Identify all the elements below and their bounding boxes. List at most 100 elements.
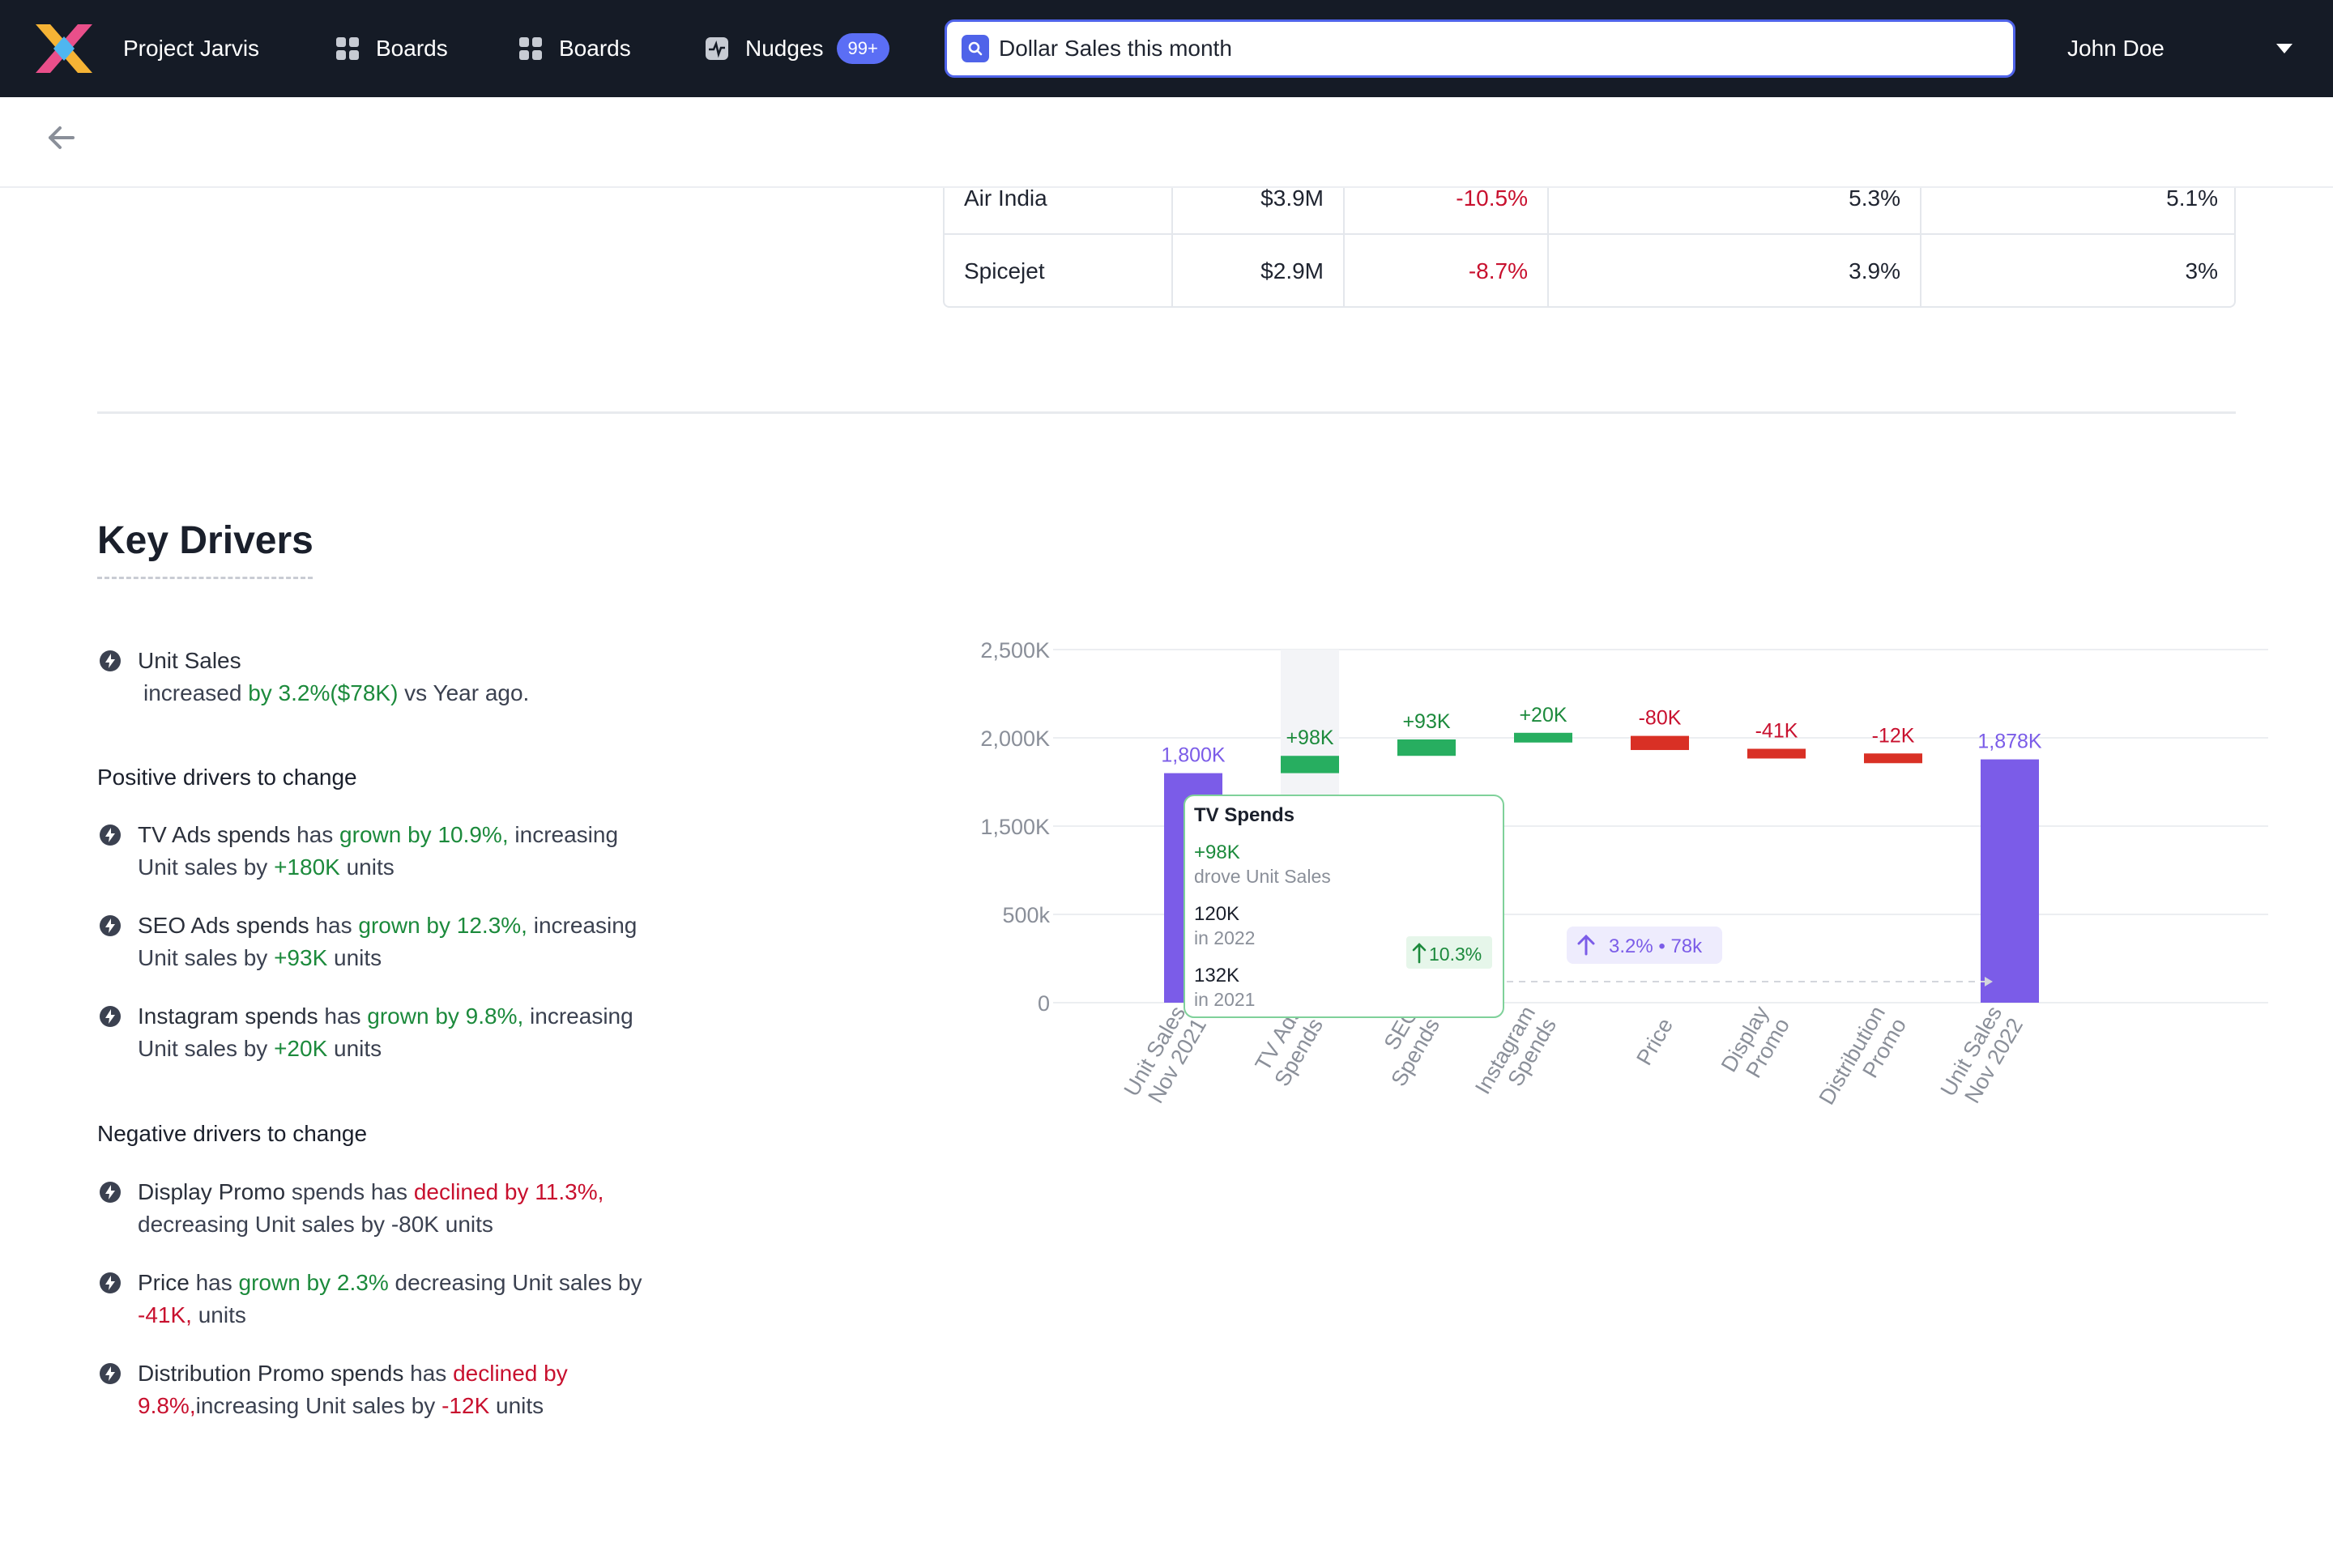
driver-name: Price bbox=[138, 1270, 190, 1295]
arrow-up-icon bbox=[1412, 943, 1427, 964]
driver-effect-text: increasing Unit sales by bbox=[195, 1393, 442, 1418]
sub-header bbox=[0, 97, 2333, 188]
driver-effect: decreasing Unit sales by bbox=[388, 1270, 642, 1295]
bar bbox=[1397, 739, 1456, 756]
lightning-icon bbox=[100, 1272, 121, 1293]
airline-sales-table: Air India $3.9M -10.5% 5.3% 5.1% Spiceje… bbox=[943, 162, 2236, 308]
nav-nudges-label: Nudges bbox=[745, 36, 824, 61]
y-tick-label: 500k bbox=[1002, 903, 1050, 927]
driver-effect-text: Unit sales by bbox=[138, 1036, 275, 1061]
top-navigation-bar: Project Jarvis Boards Boards Nudges 99+ bbox=[0, 0, 2333, 97]
bar bbox=[1981, 759, 2039, 1003]
negative-driver-line-1: Display Promo spends has declined by 11.… bbox=[138, 1176, 604, 1208]
negative-driver-line-1: Distribution Promo spends has declined b… bbox=[138, 1357, 568, 1390]
table-row[interactable]: Spicejet $2.9M -8.7% 3.9% 3% bbox=[945, 235, 2234, 306]
driver-verb: spends has bbox=[285, 1179, 414, 1204]
bar-value-label: +20K bbox=[1519, 704, 1567, 726]
driver-change: grown by 2.3% bbox=[238, 1270, 389, 1295]
search-input[interactable] bbox=[999, 36, 1971, 62]
driver-unit: units bbox=[191, 1302, 246, 1327]
user-name-label: John Doe bbox=[2067, 36, 2165, 61]
tooltip-pct-badge bbox=[1406, 936, 1492, 969]
driver-verb: has bbox=[189, 1270, 239, 1295]
driver-name: SEO Ads spends bbox=[138, 913, 309, 938]
driver-impact: +180K bbox=[274, 854, 340, 880]
waterfall-chart: 2,500K 2,000K 1,500K 500k 0 1,800K Unit SalesN… bbox=[980, 638, 2268, 1109]
lightning-icon bbox=[100, 915, 121, 936]
driver-change: declined by 11.3%, bbox=[413, 1179, 604, 1204]
driver-impact: -12K bbox=[441, 1393, 490, 1418]
positive-driver-line-2: Unit sales by +180K units bbox=[138, 851, 395, 884]
driver-change: declined by bbox=[453, 1361, 568, 1386]
y-tick-label: 1,500K bbox=[980, 815, 1050, 839]
table-row[interactable]: Air India $3.9M -10.5% 5.3% 5.1% bbox=[945, 162, 2234, 235]
negative-driver-line-2: -41K, units bbox=[138, 1299, 246, 1332]
tooltip-pct: 10.3% bbox=[1429, 944, 1482, 965]
positive-driver-line-1: TV Ads spends has grown by 10.9%, increa… bbox=[138, 819, 618, 851]
pulse-icon bbox=[706, 37, 728, 60]
lightning-icon bbox=[100, 1363, 121, 1384]
project-name[interactable]: Project Jarvis bbox=[123, 0, 259, 97]
bar-value-label: +93K bbox=[1402, 710, 1450, 733]
summary-post: vs Year ago. bbox=[398, 680, 530, 705]
lightning-icon bbox=[100, 824, 121, 846]
grid-icon bbox=[336, 37, 359, 60]
search-icon bbox=[962, 35, 989, 62]
user-menu[interactable]: John Doe bbox=[2067, 0, 2165, 97]
caret-down-icon[interactable] bbox=[2275, 42, 2294, 55]
title-underline bbox=[97, 577, 313, 579]
cell-share-b: 5.1% bbox=[2166, 185, 2218, 211]
bar-value-label: -80K bbox=[1639, 707, 1682, 730]
summary-line: increased by 3.2%($78K) vs Year ago. bbox=[143, 677, 529, 709]
summary-pill-text: 3.2% • 78k bbox=[1609, 935, 1703, 957]
summary-pre: increased bbox=[143, 680, 249, 705]
tooltip-value-2022: 120K bbox=[1194, 903, 1239, 925]
x-tick-label: Price bbox=[1631, 1014, 1678, 1069]
driver-effect: increasing bbox=[527, 913, 638, 938]
driver-change: grown by 9.8%, bbox=[367, 1003, 524, 1029]
summary-change: by 3.2%($78K) bbox=[248, 680, 399, 705]
app-logo-icon[interactable] bbox=[36, 24, 92, 73]
nav-boards-1[interactable]: Boards bbox=[335, 0, 448, 97]
cell-name: Air India bbox=[945, 162, 1173, 235]
cell-share-a: 5.3% bbox=[1549, 162, 1921, 235]
driver-impact: -41K, bbox=[138, 1302, 192, 1327]
bar bbox=[1631, 735, 1689, 751]
driver-effect-text: Unit sales by bbox=[138, 945, 275, 970]
bar-value-label: +98K bbox=[1286, 726, 1333, 749]
driver-impact: +93K bbox=[274, 945, 328, 970]
driver-verb: has bbox=[309, 913, 359, 938]
back-arrow-icon[interactable] bbox=[45, 121, 78, 154]
driver-effect: increasing bbox=[523, 1003, 633, 1029]
lightning-icon bbox=[100, 1006, 121, 1027]
project-name-label: Project Jarvis bbox=[123, 36, 260, 61]
tooltip-delta-note: drove Unit Sales bbox=[1194, 866, 1331, 887]
negative-driver-line-2: 9.8%,increasing Unit sales by -12K units bbox=[138, 1390, 544, 1422]
bar-value-label: -41K bbox=[1755, 720, 1798, 743]
x-tick-label-line: Price bbox=[1631, 1014, 1678, 1069]
driver-change: grown by 12.3%, bbox=[358, 913, 527, 938]
bar-value-label: -12K bbox=[1872, 724, 1915, 747]
key-drivers-title: Key Drivers bbox=[97, 519, 313, 562]
search-bar[interactable] bbox=[945, 19, 2015, 78]
driver-effect-text: decreasing Unit sales by -80K units bbox=[138, 1212, 493, 1237]
cell-change: -10.5% bbox=[1345, 162, 1549, 235]
summary-metric: Unit Sales bbox=[138, 648, 241, 673]
bar bbox=[1747, 748, 1806, 759]
y-tick-label: 2,500K bbox=[980, 638, 1050, 663]
trend-arrowhead bbox=[1985, 977, 1993, 986]
nav-boards-2[interactable]: Boards bbox=[518, 0, 631, 97]
driver-name: Display Promo bbox=[138, 1179, 286, 1204]
driver-unit: units bbox=[339, 854, 395, 880]
tooltip-value-2021: 132K bbox=[1194, 965, 1239, 986]
tooltip-note-2021: in 2021 bbox=[1194, 989, 1255, 1010]
nudges-count-badge: 99+ bbox=[836, 33, 889, 64]
nav-nudges[interactable]: Nudges 99+ bbox=[705, 0, 889, 97]
driver-impact: +20K bbox=[274, 1036, 328, 1061]
bar-value-label: 1,878K bbox=[1977, 731, 2042, 753]
cell-name: Spicejet bbox=[945, 235, 1173, 306]
